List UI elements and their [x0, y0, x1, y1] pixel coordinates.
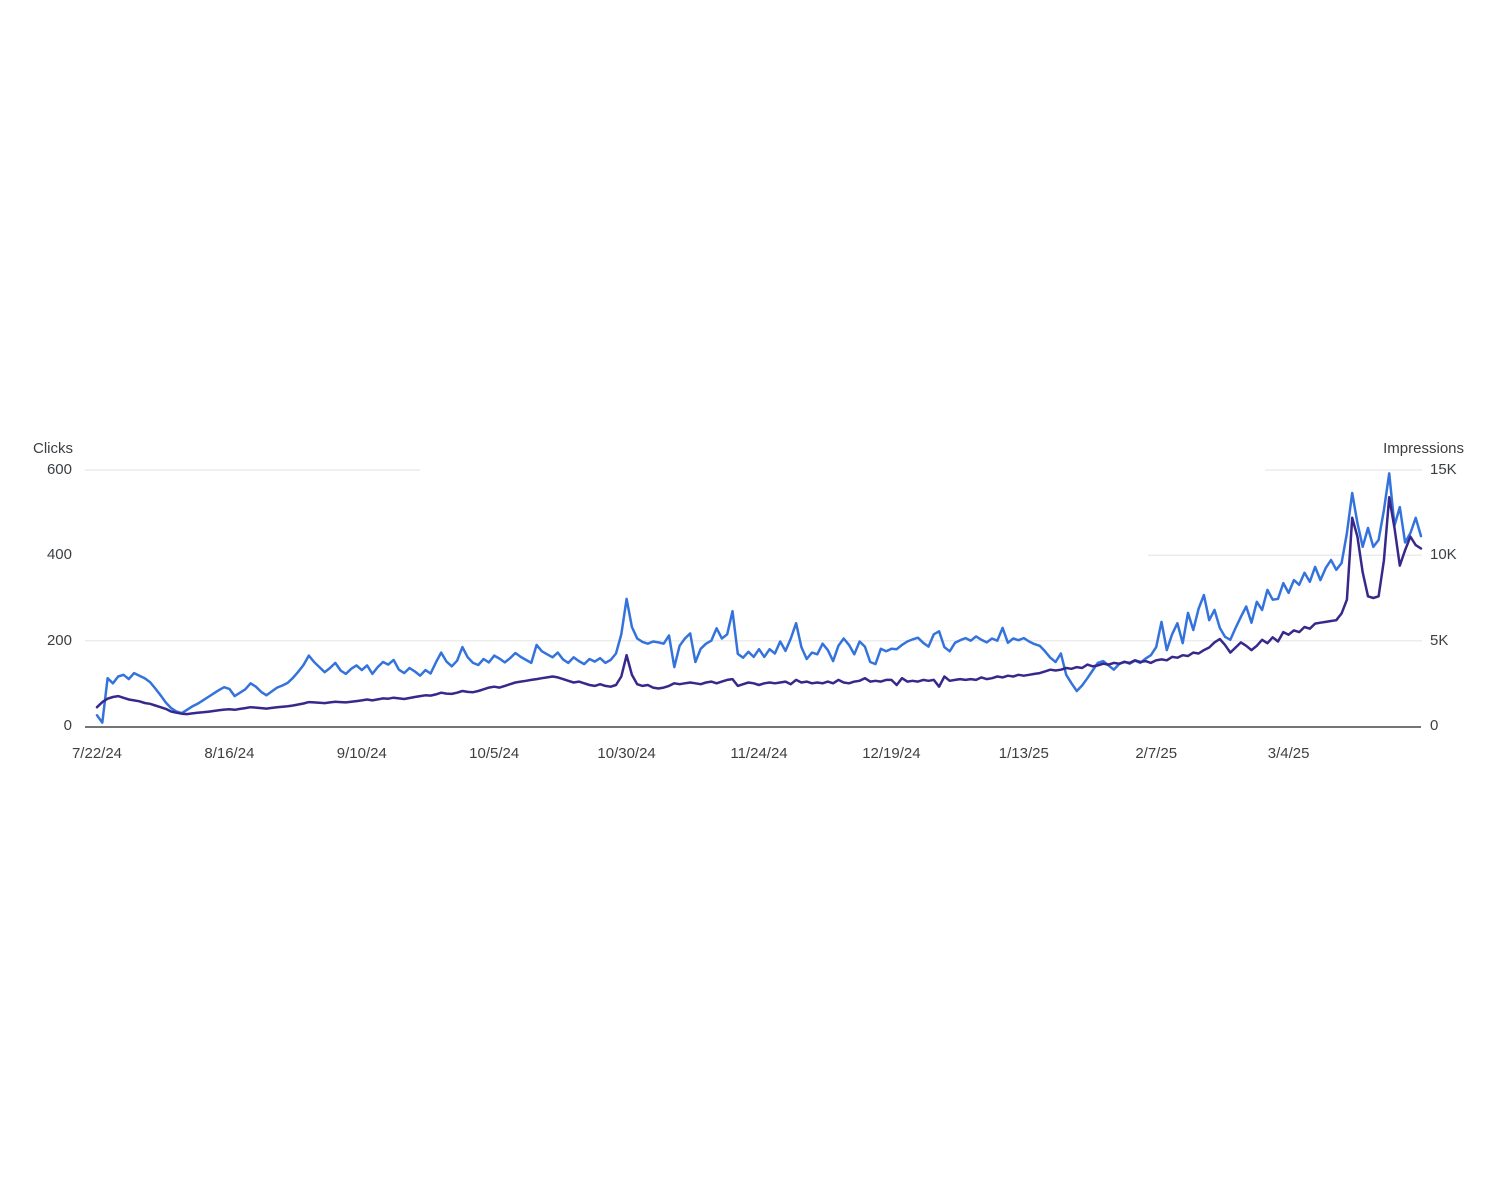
- x-axis-label-4: 10/30/24: [597, 745, 656, 762]
- x-axis-label-6: 12/19/24: [862, 745, 921, 762]
- x-axis-label-2: 9/10/24: [336, 745, 387, 762]
- impressions-line: [95, 496, 1423, 716]
- left-axis-title: Clicks: [33, 440, 73, 457]
- left-axis-tick-400: 400: [46, 546, 72, 563]
- x-axis-label-9: 3/4/25: [1267, 745, 1310, 762]
- x-axis-label-3: 10/5/24: [469, 745, 520, 762]
- right-axis-tick-10k: 10K: [1430, 546, 1457, 563]
- left-axis-tick-200: 200: [46, 632, 72, 649]
- right-axis-tick-15k: 15K: [1430, 461, 1457, 478]
- left-axis-tick-600: 600: [46, 461, 72, 478]
- x-axis-label-7: 1/13/25: [998, 745, 1049, 762]
- clicks-line: [95, 472, 1423, 724]
- x-axis-label-0: 7/22/24: [71, 745, 123, 762]
- left-axis-tick-0: 0: [63, 717, 72, 734]
- x-axis-label-8: 2/7/25: [1135, 745, 1178, 762]
- right-axis-title: Impressions: [1383, 440, 1464, 457]
- right-axis-tick-5k: 5K: [1430, 632, 1449, 649]
- x-axis-label-1: 8/16/24: [204, 745, 255, 762]
- right-axis-tick-0: 0: [1430, 717, 1439, 734]
- x-axis-label-5: 11/24/24: [730, 745, 788, 762]
